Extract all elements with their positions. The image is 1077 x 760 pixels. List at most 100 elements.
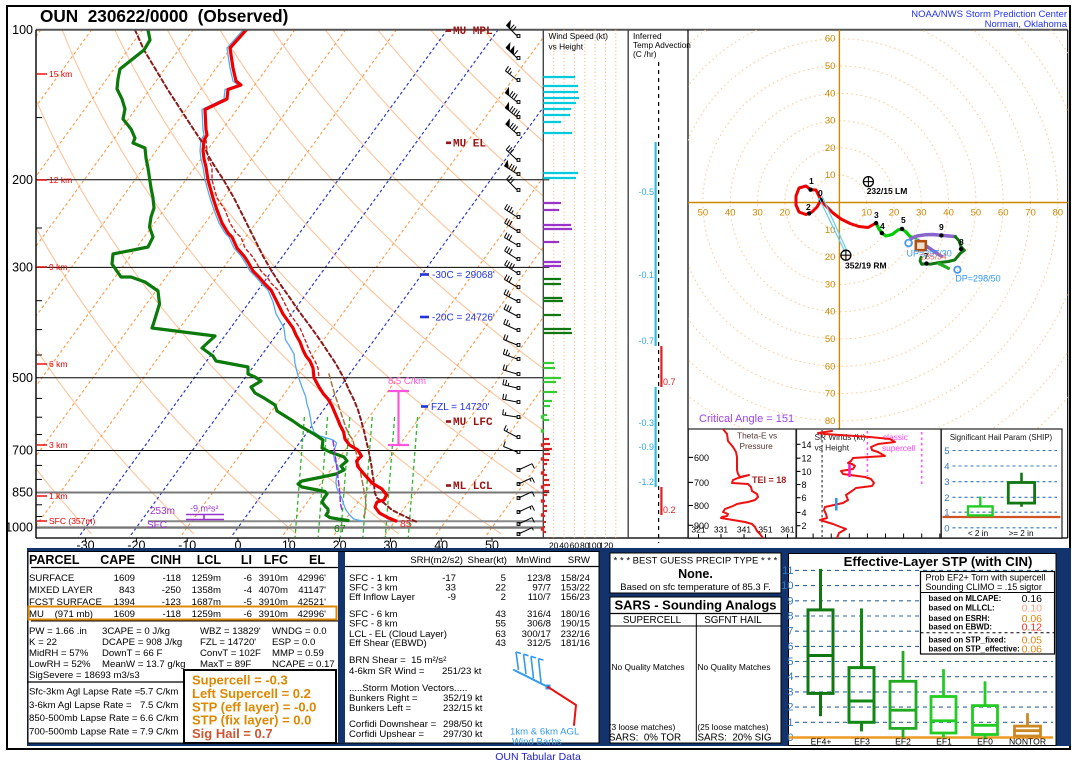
svg-text:LCL: LCL <box>197 553 222 567</box>
svg-text:7.5 C/km: 7.5 C/km <box>140 700 178 711</box>
svg-text:Sig Hail = 0.7: Sig Hail = 0.7 <box>192 726 273 741</box>
svg-text:SFC - 1 km: SFC - 1 km <box>349 573 398 584</box>
svg-text:No Quality Matches: No Quality Matches <box>697 662 770 672</box>
svg-text:0.05: 0.05 <box>1022 634 1043 646</box>
svg-text:MIXED LAYER: MIXED LAYER <box>29 585 93 596</box>
svg-text:1609: 1609 <box>114 609 135 620</box>
svg-text:352/19 kt: 352/19 kt <box>443 693 483 704</box>
svg-text:200: 200 <box>12 173 33 187</box>
svg-text:97/7: 97/7 <box>532 583 551 594</box>
svg-text:40: 40 <box>559 541 569 551</box>
svg-text:Critical Angle = 151: Critical Angle = 151 <box>699 413 794 425</box>
svg-text:20: 20 <box>889 208 900 219</box>
svg-text:Pressure: Pressure <box>740 441 774 451</box>
svg-text:0.16: 0.16 <box>1022 593 1043 605</box>
svg-text:MU LFC: MU LFC <box>453 417 493 429</box>
svg-text:7: 7 <box>787 626 793 638</box>
svg-text:85: 85 <box>400 518 412 530</box>
svg-text:MU (971 mb): MU (971 mb) <box>29 609 93 620</box>
svg-text:Temp Advection: Temp Advection <box>633 41 691 50</box>
svg-text:30: 30 <box>825 279 836 290</box>
svg-text:Sfc-3km Agl Lapse Rate =: Sfc-3km Agl Lapse Rate = <box>29 687 141 698</box>
svg-text:8: 8 <box>787 611 793 623</box>
svg-text:0.7: 0.7 <box>663 377 676 387</box>
svg-text:SR Winds (kt): SR Winds (kt) <box>815 432 866 442</box>
svg-text:1259m: 1259m <box>192 609 221 620</box>
svg-text:Supercell = -0.3: Supercell = -0.3 <box>192 673 288 688</box>
svg-text:Based on sfc temperature of 85: Based on sfc temperature of 85.3 F. <box>620 582 771 593</box>
svg-text:50: 50 <box>698 208 709 219</box>
svg-text:No Quality Matches: No Quality Matches <box>611 662 684 672</box>
svg-text:6 km: 6 km <box>49 359 67 369</box>
svg-text:3 km: 3 km <box>49 440 67 450</box>
svg-text:60: 60 <box>825 34 836 45</box>
svg-text:9 km: 9 km <box>49 262 67 272</box>
svg-text:TEI = 18: TEI = 18 <box>752 475 786 485</box>
svg-text:Wind Speed (kt): Wind Speed (kt) <box>549 31 609 41</box>
svg-text:700: 700 <box>694 478 709 488</box>
svg-text:PARCEL: PARCEL <box>29 553 80 567</box>
svg-text:180/16: 180/16 <box>561 609 590 620</box>
svg-text:-17: -17 <box>442 573 456 584</box>
svg-text:4: 4 <box>880 221 885 231</box>
svg-text:MeanW = 13.7 g/kg: MeanW = 13.7 g/kg <box>102 659 185 670</box>
svg-text:181/16: 181/16 <box>561 638 590 649</box>
svg-text:Wind Barbs: Wind Barbs <box>512 737 562 748</box>
svg-text:MU EL: MU EL <box>453 138 486 150</box>
svg-text:3910m: 3910m <box>259 597 288 608</box>
svg-text:SFC - 6 km: SFC - 6 km <box>349 609 398 620</box>
svg-text:60: 60 <box>570 541 580 551</box>
svg-text:0: 0 <box>235 539 242 553</box>
svg-text:Significant Hail Param (SHIP): Significant Hail Param (SHIP) <box>950 433 1053 442</box>
svg-text:120: 120 <box>599 541 613 551</box>
svg-text:700: 700 <box>12 444 33 458</box>
svg-text:8: 8 <box>959 237 964 247</box>
svg-text:MU MPL: MU MPL <box>453 26 493 38</box>
svg-text:-20C = 24726': -20C = 24726' <box>432 313 495 324</box>
svg-text:-1.2: -1.2 <box>638 477 654 487</box>
svg-text:1609: 1609 <box>114 573 135 584</box>
svg-text:0.12: 0.12 <box>1022 622 1043 634</box>
svg-text:-30C = 29068': -30C = 29068' <box>432 270 495 281</box>
svg-text:None.: None. <box>678 567 713 581</box>
svg-text:341: 341 <box>737 525 751 535</box>
svg-text:MaxT = 89F: MaxT = 89F <box>200 659 251 670</box>
svg-text:100: 100 <box>587 541 601 551</box>
svg-text:235/34: 235/34 <box>921 252 947 262</box>
svg-text:3: 3 <box>944 477 949 488</box>
svg-text:Effective-Layer STP (with CIN): Effective-Layer STP (with CIN) <box>844 554 1033 569</box>
svg-text:based on MLCAPE:: based on MLCAPE: <box>929 594 1002 603</box>
svg-text:1: 1 <box>944 508 949 519</box>
svg-text:9: 9 <box>939 222 944 232</box>
svg-text:20: 20 <box>780 208 791 219</box>
svg-text:-0.9: -0.9 <box>638 442 654 452</box>
svg-text:110/7: 110/7 <box>528 592 551 603</box>
svg-text:5: 5 <box>501 573 506 584</box>
svg-text:< 2 in: < 2 in <box>968 529 989 538</box>
svg-text:321: 321 <box>691 525 705 535</box>
svg-text:OUN Tabular Data: OUN Tabular Data <box>495 751 581 760</box>
svg-text:OUN 230622/0000 (Observed): OUN 230622/0000 (Observed) <box>40 6 288 26</box>
svg-text:Norman, Oklahoma: Norman, Oklahoma <box>985 19 1068 30</box>
svg-text:42996': 42996' <box>297 573 326 584</box>
svg-text:CAPE: CAPE <box>100 553 135 567</box>
svg-text:based on ESRH:: based on ESRH: <box>929 614 990 623</box>
svg-text:156/23: 156/23 <box>561 592 590 603</box>
svg-text:843: 843 <box>119 585 135 596</box>
svg-text:700-500mb Lapse Rate =: 700-500mb Lapse Rate = <box>29 726 138 737</box>
svg-text:5.7 C/km: 5.7 C/km <box>140 687 178 698</box>
svg-text:232/15 kt: 232/15 kt <box>443 703 483 714</box>
svg-text:80: 80 <box>1053 208 1064 219</box>
svg-text:40: 40 <box>825 307 836 318</box>
svg-text:361: 361 <box>780 525 794 535</box>
svg-text:Shear(kt): Shear(kt) <box>468 555 507 566</box>
svg-text:SigSevere = 18693 m3/s3: SigSevere = 18693 m3/s3 <box>29 670 140 681</box>
svg-text:Bunkers Left =: Bunkers Left = <box>349 703 412 714</box>
svg-text:SFC (357m): SFC (357m) <box>49 516 95 526</box>
svg-text:ESP = 0.0: ESP = 0.0 <box>272 637 315 648</box>
svg-text:LowRH = 52%: LowRH = 52% <box>29 659 91 670</box>
svg-text:SFC - 3 km: SFC - 3 km <box>349 583 398 594</box>
svg-text:-0.5: -0.5 <box>638 187 654 197</box>
svg-text:306/8: 306/8 <box>527 619 551 630</box>
svg-text:LI: LI <box>241 553 252 567</box>
